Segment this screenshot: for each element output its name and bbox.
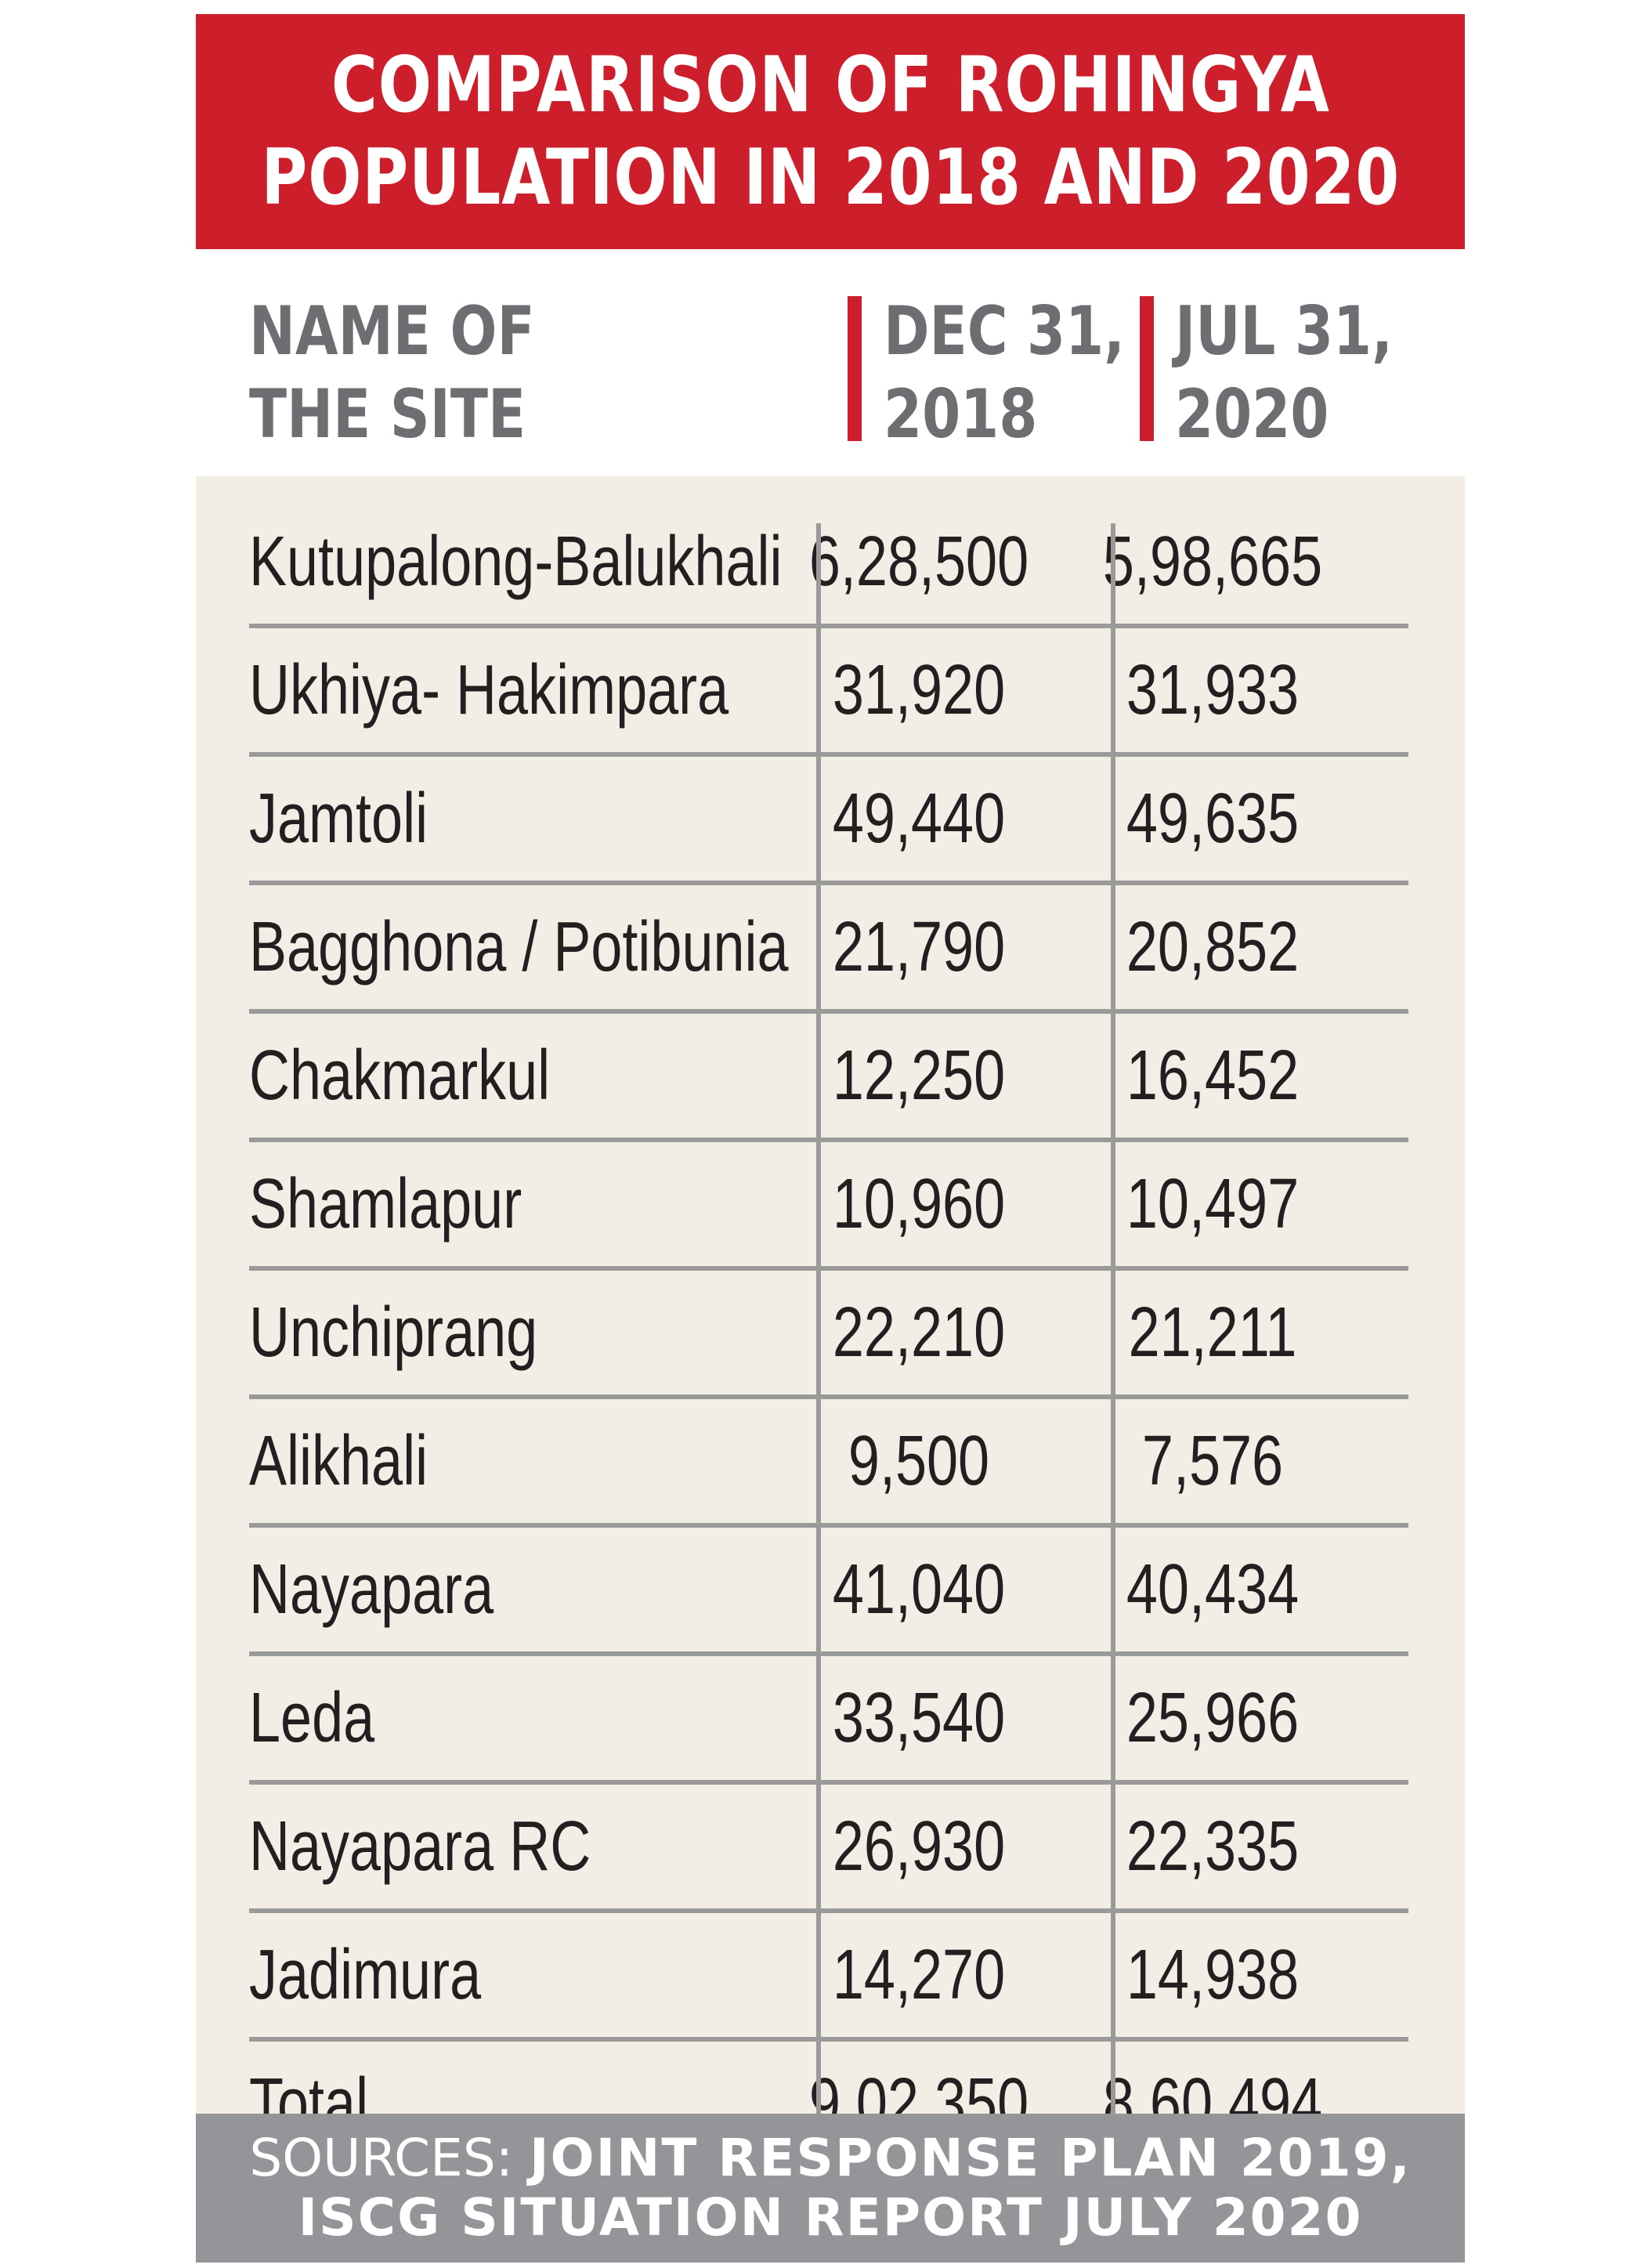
table-row: Chakmarkul 12,250 16,452 bbox=[249, 1014, 1408, 1142]
site-name: Chakmarkul bbox=[249, 1036, 551, 1115]
header-dec-line2: 2018 bbox=[884, 375, 1038, 454]
column-divider-1 bbox=[816, 523, 821, 2142]
value-dec-2018: 41,040 bbox=[832, 1550, 1006, 1629]
header-divider-1 bbox=[848, 296, 862, 441]
value-jul-2020: 25,966 bbox=[1126, 1679, 1300, 1757]
table-row: Nayapara 41,040 40,434 bbox=[249, 1528, 1408, 1656]
value-jul-2020: 22,335 bbox=[1126, 1807, 1300, 1886]
value-jul-2020: 21,211 bbox=[1128, 1293, 1297, 1372]
value-dec-2018: 10,960 bbox=[832, 1165, 1006, 1243]
value-dec-2018: 22,210 bbox=[832, 1293, 1006, 1372]
table-row: Leda 33,540 25,966 bbox=[249, 1656, 1408, 1785]
value-dec-2018: 21,790 bbox=[832, 908, 1006, 986]
table-row: Nayapara RC 26,930 22,335 bbox=[249, 1785, 1408, 1913]
site-name: Jamtoli bbox=[249, 780, 428, 858]
header-site-line1: NAME OF bbox=[249, 292, 535, 371]
table-body: Kutupalong-Balukhali 6,28,500 5,98,665 Ukhi… bbox=[249, 500, 1408, 2165]
sources-text-1: JOINT RESPONSE PLAN 2019, bbox=[529, 2128, 1412, 2188]
title-line-1: COMPARISON OF ROHINGYA bbox=[331, 41, 1330, 130]
table-row: Jadimura 14,270 14,938 bbox=[249, 1913, 1408, 2042]
sources-footer: SOURCES: JOINT RESPONSE PLAN 2019, ISCG … bbox=[196, 2114, 1465, 2263]
site-name: Bagghona / Potibunia bbox=[249, 908, 789, 986]
site-name: Jadimura bbox=[249, 1936, 482, 2014]
value-jul-2020: 5,98,665 bbox=[1102, 523, 1323, 601]
header-site-line2: THE SITE bbox=[249, 375, 526, 454]
header-jul-line2: 2020 bbox=[1175, 375, 1329, 454]
value-dec-2018: 49,440 bbox=[832, 780, 1006, 858]
table-header: NAME OF THE SITE DEC 31, 2018 JUL 31, 20… bbox=[196, 249, 1465, 476]
site-name: Ukhiya- Hakimpara bbox=[249, 651, 729, 729]
value-jul-2020: 16,452 bbox=[1126, 1036, 1300, 1115]
sources-line-2: ISCG SITUATION REPORT JULY 2020 bbox=[196, 2188, 1465, 2248]
table-row: Shamlapur 10,960 10,497 bbox=[249, 1142, 1408, 1271]
infographic-card: COMPARISON OF ROHINGYA POPULATION IN 201… bbox=[196, 14, 1465, 2263]
sources-line-1: SOURCES: JOINT RESPONSE PLAN 2019, bbox=[196, 2129, 1465, 2188]
header-jul-line1: JUL 31, bbox=[1175, 292, 1393, 371]
value-dec-2018: 31,920 bbox=[832, 651, 1006, 729]
sources-text-2: ISCG SITUATION REPORT JULY 2020 bbox=[298, 2187, 1363, 2248]
value-dec-2018: 33,540 bbox=[832, 1679, 1006, 1757]
value-jul-2020: 31,933 bbox=[1126, 651, 1300, 729]
value-dec-2018: 26,930 bbox=[832, 1807, 1006, 1886]
header-jul-2020: JUL 31, 2020 bbox=[1175, 290, 1393, 456]
header-dec-2018: DEC 31, 2018 bbox=[884, 290, 1125, 456]
site-name: Shamlapur bbox=[249, 1165, 522, 1243]
header-dec-line1: DEC 31, bbox=[884, 292, 1125, 371]
value-dec-2018: 9,500 bbox=[848, 1422, 990, 1500]
table-row: Bagghona / Potibunia 21,790 20,852 bbox=[249, 885, 1408, 1014]
column-divider-2 bbox=[1111, 523, 1115, 2142]
site-name: Kutupalong-Balukhali bbox=[249, 523, 783, 601]
title-line-2: POPULATION IN 2018 AND 2020 bbox=[261, 133, 1400, 222]
value-jul-2020: 20,852 bbox=[1126, 908, 1300, 986]
site-name: Unchiprang bbox=[249, 1293, 538, 1372]
value-jul-2020: 10,497 bbox=[1126, 1165, 1300, 1243]
sources-label: SOURCES: bbox=[249, 2128, 513, 2188]
value-dec-2018: 14,270 bbox=[832, 1936, 1006, 2014]
value-jul-2020: 7,576 bbox=[1141, 1422, 1284, 1500]
table-row: Unchiprang 22,210 21,211 bbox=[249, 1271, 1408, 1399]
table-row: Kutupalong-Balukhali 6,28,500 5,98,665 bbox=[249, 500, 1408, 628]
value-dec-2018: 12,250 bbox=[832, 1036, 1006, 1115]
header-site: NAME OF THE SITE bbox=[249, 290, 535, 456]
table-row: Jamtoli 49,440 49,635 bbox=[249, 757, 1408, 885]
value-dec-2018: 6,28,500 bbox=[808, 523, 1029, 601]
table-row: Alikhali 9,500 7,576 bbox=[249, 1399, 1408, 1528]
site-name: Nayapara bbox=[249, 1550, 494, 1629]
value-jul-2020: 49,635 bbox=[1126, 780, 1300, 858]
table-row: Ukhiya- Hakimpara 31,920 31,933 bbox=[249, 628, 1408, 757]
site-name: Nayapara RC bbox=[249, 1807, 591, 1886]
site-name: Leda bbox=[249, 1679, 375, 1757]
chart-title: COMPARISON OF ROHINGYA POPULATION IN 201… bbox=[196, 14, 1465, 249]
site-name: Alikhali bbox=[249, 1422, 428, 1500]
value-jul-2020: 40,434 bbox=[1126, 1550, 1300, 1629]
header-divider-2 bbox=[1140, 296, 1154, 441]
value-jul-2020: 14,938 bbox=[1126, 1936, 1300, 2014]
